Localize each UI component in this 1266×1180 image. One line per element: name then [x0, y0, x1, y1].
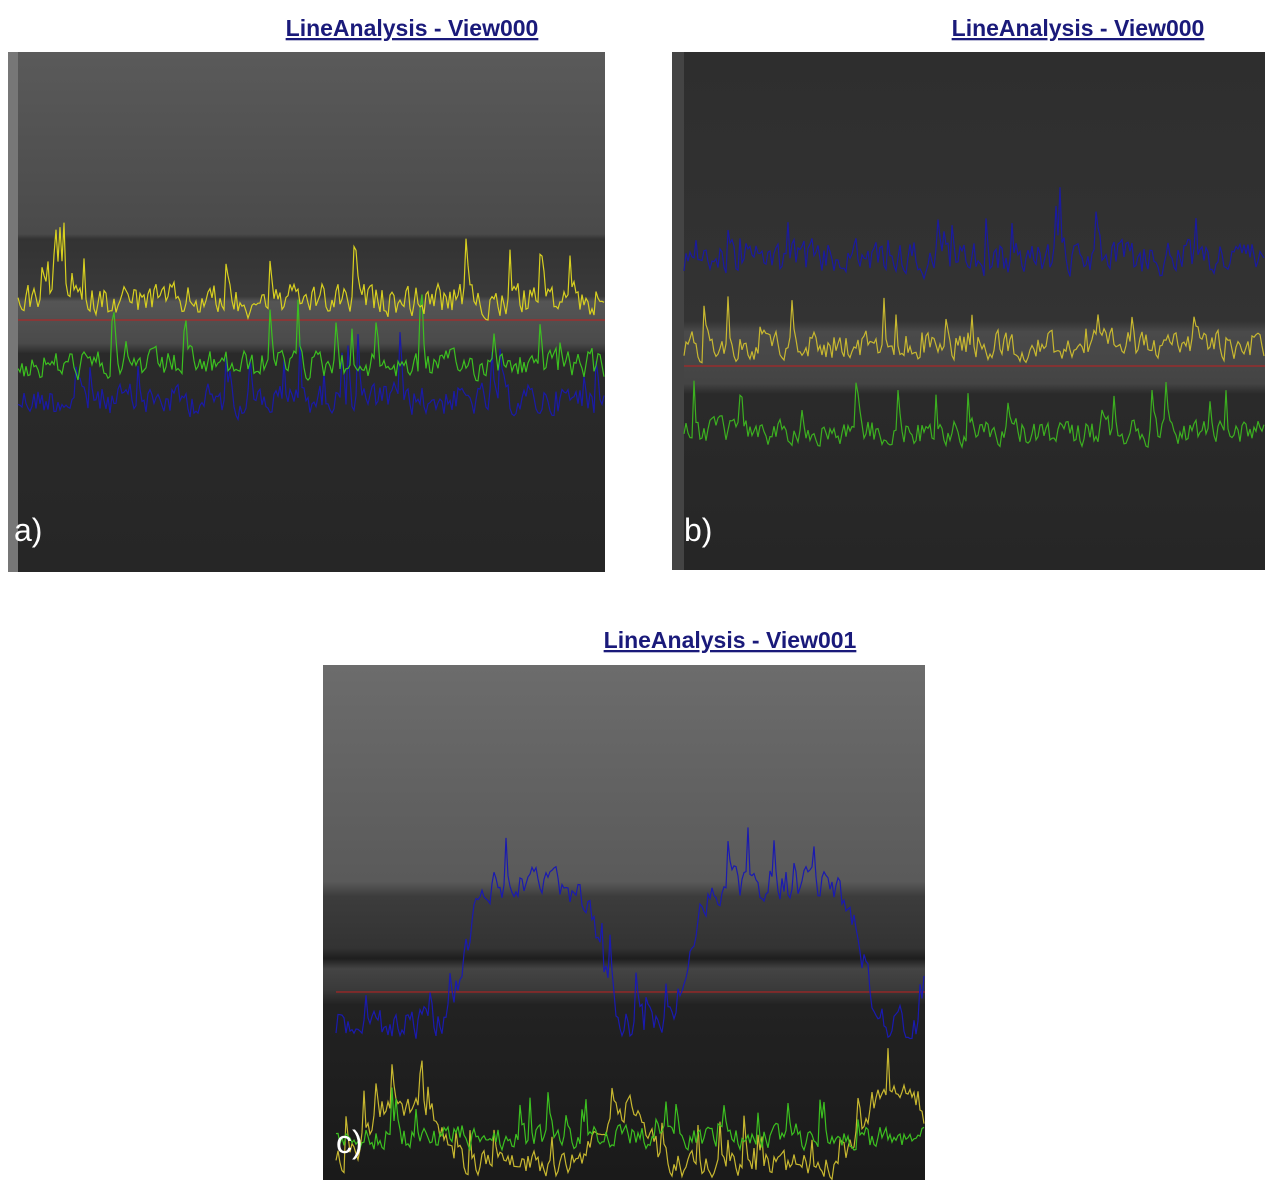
image-c — [323, 665, 925, 1180]
image-edge — [672, 52, 684, 570]
panel-label: c) — [336, 1124, 363, 1160]
panel-title: LineAnalysis - View001 — [604, 627, 857, 653]
panel-title: LineAnalysis - View000 — [952, 15, 1205, 41]
page: LineAnalysis - View000 LineAnalysis - Vi… — [0, 0, 1266, 1180]
panel-label: a) — [14, 512, 42, 548]
figure: LineAnalysis - View000 LineAnalysis - Vi… — [0, 0, 1266, 1180]
image-b — [672, 52, 1265, 570]
panel-title: LineAnalysis - View000 — [286, 15, 539, 41]
image-a — [8, 52, 605, 572]
image-edge — [8, 52, 18, 572]
panel-label: b) — [684, 512, 712, 548]
